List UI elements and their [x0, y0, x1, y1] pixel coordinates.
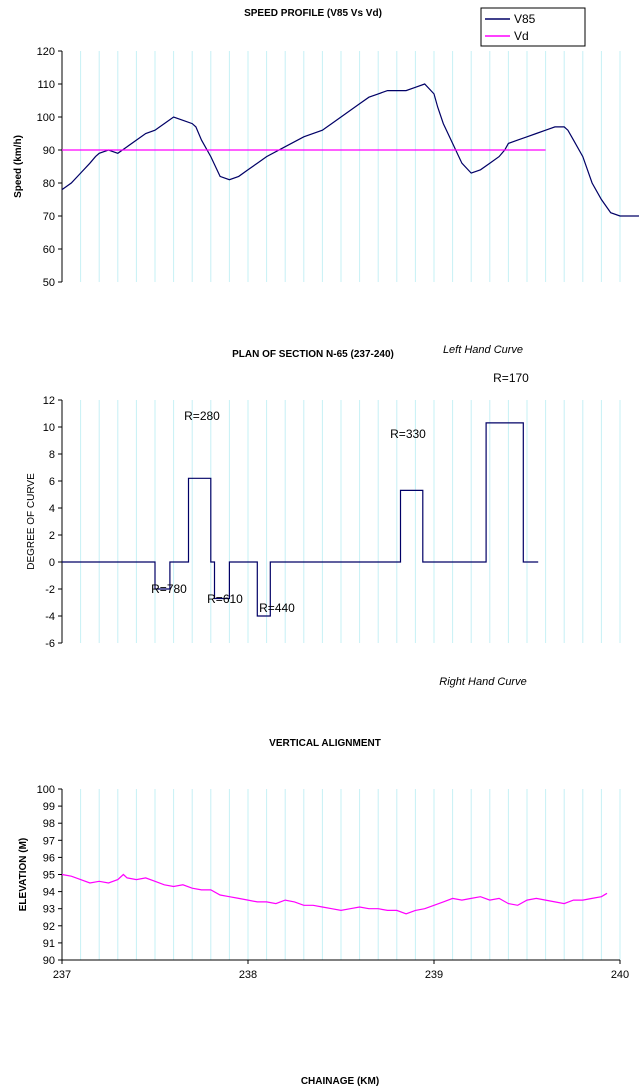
y-axis-label-2: ELEVATION (M): [18, 838, 29, 912]
y-tick-label: 91: [43, 938, 55, 950]
y-tick-label: 96: [43, 852, 55, 864]
x-axis-label: CHAINAGE (KM): [301, 1076, 379, 1086]
x-tick-label: 240: [611, 969, 629, 981]
curve-annotation: R=610: [207, 592, 243, 606]
y-tick-label: 98: [43, 818, 55, 830]
y-tick-label: 97: [43, 835, 55, 847]
y-tick-label: 100: [37, 112, 55, 124]
legend-label-V85: V85: [514, 12, 536, 26]
legend-label-Vd: Vd: [514, 29, 529, 43]
curve-annotation: Left Hand Curve: [443, 344, 523, 356]
y-tick-label: 0: [49, 557, 55, 569]
y-tick-label: 94: [43, 887, 55, 899]
y-tick-label: 10: [43, 422, 55, 434]
y-tick-label: 92: [43, 921, 55, 933]
series-line-chart2: [61, 873, 608, 915]
y-tick-label: 90: [43, 955, 55, 967]
chart-title-2: VERTICAL ALIGNMENT: [269, 738, 381, 749]
y-axis-label-1: DEGREE OF CURVE: [26, 473, 37, 570]
series-line-V85: [61, 83, 639, 217]
y-tick-label: 2: [49, 530, 55, 542]
y-tick-label: 4: [49, 503, 55, 515]
y-tick-label: -6: [45, 638, 55, 650]
y-tick-label: -2: [45, 584, 55, 596]
y-tick-label: 93: [43, 904, 55, 916]
y-axis-label-0: Speed (km/h): [13, 135, 24, 198]
series-line-chart1: [62, 422, 539, 617]
chart-title-1: PLAN OF SECTION N-65 (237-240): [232, 349, 394, 360]
y-tick-label: 90: [43, 145, 55, 157]
y-tick-label: 110: [37, 79, 55, 91]
x-tick-label: 238: [239, 969, 257, 981]
y-tick-label: 6: [49, 476, 55, 488]
y-tick-label: 95: [43, 870, 55, 882]
curve-annotation: R=780: [151, 582, 187, 596]
y-tick-label: 99: [43, 801, 55, 813]
y-tick-label: 100: [37, 784, 55, 796]
curve-annotation: Right Hand Curve: [439, 676, 526, 688]
y-tick-label: 120: [37, 46, 55, 58]
legend-box: [480, 7, 586, 47]
x-tick-label: 239: [425, 969, 443, 981]
x-tick-label: 237: [53, 969, 71, 981]
y-tick-label: 70: [43, 211, 55, 223]
chart-title-0: SPEED PROFILE (V85 Vs Vd): [244, 8, 382, 19]
curve-annotation: R=330: [390, 427, 426, 441]
y-tick-label: -4: [45, 611, 55, 623]
curve-annotation: R=280: [184, 409, 220, 423]
y-tick-label: 60: [43, 244, 55, 256]
y-tick-label: 12: [43, 395, 55, 407]
y-tick-label: 8: [49, 449, 55, 461]
curve-annotation: R=440: [259, 601, 295, 615]
y-tick-label: 50: [43, 277, 55, 289]
y-tick-label: 80: [43, 178, 55, 190]
curve-annotation: R=170: [493, 371, 529, 385]
